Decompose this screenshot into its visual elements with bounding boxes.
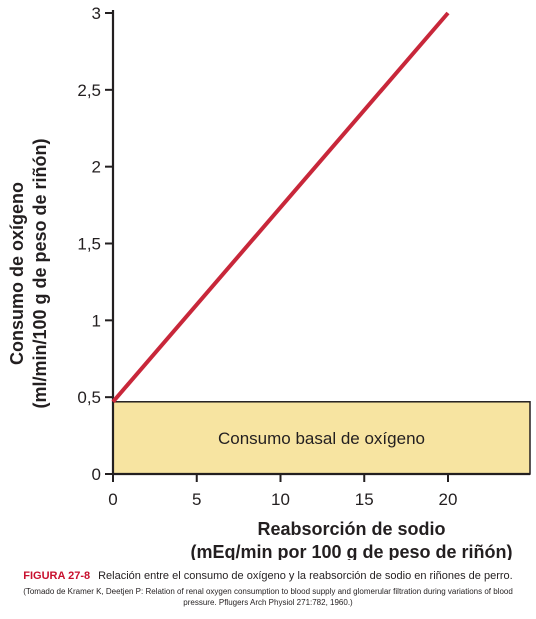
- y-tick-label: 2,5: [77, 81, 101, 100]
- oxygen-consumption-line: [111, 11, 450, 404]
- chart: Consumo basal de oxígeno 0 0,5 1 1,5 2 2,5 3 0 5 1…: [7, 4, 531, 560]
- x-tick-label: 20: [439, 490, 458, 509]
- caption-source: (Tomado de Kramer K, Deetjen P: Relation…: [23, 587, 513, 607]
- x-tick-label: 10: [271, 490, 290, 509]
- y-tick-label: 2: [92, 158, 101, 177]
- caption-text: Relación entre el consumo de oxígeno y l…: [98, 570, 513, 582]
- x-axis-title-line1: Reabsorción de sodio: [257, 519, 445, 539]
- y-tick-label: 0,5: [77, 388, 101, 407]
- x-tick-label: 15: [355, 490, 374, 509]
- y-tick-label: 3: [92, 4, 101, 23]
- x-tick-label: 0: [108, 490, 117, 509]
- x-tick-label: 5: [192, 490, 201, 509]
- figure-caption: FIGURA 27-8 Relación entre el consumo de …: [0, 569, 536, 608]
- baseline-band: [112, 401, 531, 475]
- y-tick-label: 1,5: [77, 235, 101, 254]
- y-tick-label: 1: [92, 311, 101, 330]
- y-axis-title-line1: Consumo de oxígeno: [7, 182, 27, 365]
- y-axis-title-line2: (ml/min/100 g de peso de riñón): [30, 138, 50, 408]
- band-label: Consumo basal de oxígeno: [218, 429, 425, 448]
- x-axis-title-line2: (mEq/min por 100 g de peso de riñón): [190, 542, 512, 560]
- figure-number: FIGURA 27-8: [23, 570, 91, 582]
- y-tick-label: 0: [92, 465, 101, 484]
